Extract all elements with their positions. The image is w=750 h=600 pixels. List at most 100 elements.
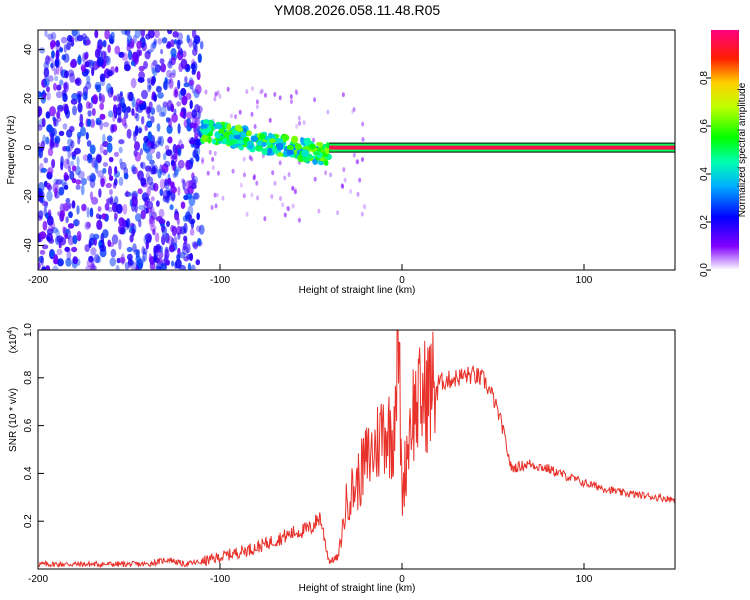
- spectrogram-noise-blob: [145, 233, 152, 243]
- bottom-x-axis-label: Height of straight line (km): [299, 583, 416, 594]
- top-x-ticks: -200 -100 0 100: [28, 264, 593, 286]
- spectrogram-noise-blob: [153, 250, 159, 260]
- spectrogram-noise-blob: [150, 62, 155, 71]
- spectrogram-noise-blob: [68, 211, 73, 219]
- spectrogram-noise-blob: [38, 210, 44, 219]
- spectrogram-noise-blob: [260, 88, 264, 94]
- spectrogram-noise-blob: [107, 44, 111, 53]
- spectrogram-noise-blob: [95, 117, 102, 126]
- spectrogram-band-blob: [324, 160, 329, 166]
- spectrogram-noise-blob: [38, 146, 42, 157]
- spectrogram-noise-blob: [52, 137, 58, 144]
- spectrogram-band-blob: [286, 145, 294, 150]
- spectrogram-noise-blob: [145, 106, 150, 115]
- spectrogram-noise-blob: [70, 160, 75, 167]
- spectrogram-noise-blob: [38, 181, 45, 193]
- spectrogram-noise-blob: [99, 244, 107, 252]
- spectrogram-noise-blob: [121, 253, 125, 263]
- spectrogram-noise-blob: [90, 118, 96, 128]
- spectrogram-noise-blob: [102, 162, 108, 167]
- spectrogram-noise-blob: [182, 242, 187, 251]
- spectrogram-noise-blob: [118, 217, 125, 226]
- spectrogram-band-blob: [291, 135, 299, 144]
- spectrogram-noise-blob: [294, 88, 298, 94]
- spectrogram-noise-blob: [199, 40, 204, 50]
- spectrogram-noise-blob: [71, 177, 77, 184]
- spectrogram-noise-blob: [164, 248, 170, 260]
- spectrogram-noise-blob: [161, 234, 166, 246]
- spectrogram-noise-blob: [283, 212, 287, 218]
- spectrogram-noise-blob: [94, 30, 99, 39]
- colorbar-tick-label: 0.2: [699, 215, 710, 229]
- spectrogram-noise-blob: [287, 206, 291, 212]
- spectrogram-noise-blob: [147, 30, 155, 39]
- spectrogram-noise-blob: [166, 41, 171, 49]
- spectrogram-noise-blob: [168, 244, 175, 253]
- spectrogram-noise-blob: [218, 93, 222, 99]
- spectrogram-noise-blob: [255, 180, 259, 186]
- spectrogram-band-blob: [276, 152, 284, 157]
- spectrogram-noise-blob: [183, 235, 188, 242]
- spectrogram-noise-blob: [66, 34, 73, 43]
- spectrogram-noise-blob: [56, 110, 61, 119]
- spectrogram-band-blob: [307, 153, 313, 160]
- spectrogram-noise-blob: [159, 188, 164, 197]
- spectrogram-noise-blob: [44, 30, 48, 37]
- spectrogram-noise-blob: [75, 184, 81, 190]
- spectrogram-noise-blob: [352, 152, 356, 158]
- spectrogram-noise-blob: [85, 265, 93, 270]
- spectrogram-noise-blob: [165, 79, 172, 84]
- snr-series-line: [38, 330, 675, 569]
- spectrogram-noise-blob: [102, 121, 110, 128]
- spectrogram-noise-blob: [143, 60, 148, 70]
- spectrogram-noise-blob: [80, 65, 86, 72]
- spectrogram-noise-blob: [69, 125, 75, 133]
- spectrogram-noise-blob: [164, 178, 168, 186]
- spectrogram-noise-blob: [229, 113, 233, 119]
- spectrogram-noise-blob: [105, 182, 112, 189]
- spectrogram-noise-blob: [251, 86, 254, 92]
- spectrogram-noise-blob: [122, 203, 128, 215]
- spectrogram-band-blob: [250, 135, 258, 142]
- spectrogram-noise-blob: [138, 204, 145, 211]
- spectrogram-noise-blob: [168, 78, 174, 89]
- spectrogram-noise-blob: [118, 146, 123, 154]
- spectrogram-noise-blob: [63, 158, 70, 169]
- spectrogram-noise-blob: [253, 124, 257, 129]
- spectrogram-noise-blob: [43, 201, 49, 209]
- spectrogram-noise-blob: [91, 108, 96, 116]
- spectrogram-noise-blob: [149, 182, 156, 191]
- spectrogram-noise-blob: [123, 111, 129, 119]
- spectrogram-noise-blob: [172, 143, 177, 154]
- spectrogram-noise-blob: [134, 151, 142, 162]
- bottom-y-ticks: 0.2 0.4 0.6 0.8 1.0: [23, 323, 44, 528]
- spectrogram-band-blob: [246, 130, 252, 136]
- spectrogram-noise-blob: [189, 99, 193, 110]
- spectrogram-noise-blob: [69, 170, 75, 181]
- spectrogram-noise-blob: [187, 205, 194, 217]
- spectrogram-noise-blob: [94, 254, 100, 264]
- spectrogram-noise-blob: [183, 222, 188, 234]
- spectrogram-noise-blob: [51, 158, 56, 169]
- spectrogram-noise-blob: [183, 194, 189, 201]
- spectrogram-noise-blob: [192, 39, 197, 50]
- spectrogram-noise-blob: [91, 174, 97, 182]
- spectrogram-band-blob: [202, 119, 209, 125]
- top-y-tick-label: 20: [23, 93, 34, 105]
- spectrogram-noise-blob: [169, 181, 175, 188]
- spectrogram-noise-blob: [55, 49, 60, 59]
- spectrogram-noise-blob: [185, 92, 192, 100]
- spectrogram-noise-blob: [146, 77, 151, 84]
- spectrogram-noise-blob: [124, 64, 131, 72]
- spectrogram-noise-blob: [53, 68, 57, 76]
- spectrogram-noise-blob: [119, 227, 126, 235]
- spectrogram-noise-blob: [281, 202, 285, 208]
- spectrogram-noise-blob: [51, 227, 59, 234]
- spectrogram-noise-blob: [86, 259, 93, 268]
- spectrogram-noise-blob: [93, 233, 100, 240]
- spectrogram-noise-blob: [39, 191, 45, 200]
- spectrogram-noise-blob: [55, 179, 63, 185]
- spectrogram-noise-blob: [150, 224, 157, 232]
- spectrogram-noise-blob: [176, 253, 181, 261]
- spectrogram-noise-blob: [64, 70, 69, 79]
